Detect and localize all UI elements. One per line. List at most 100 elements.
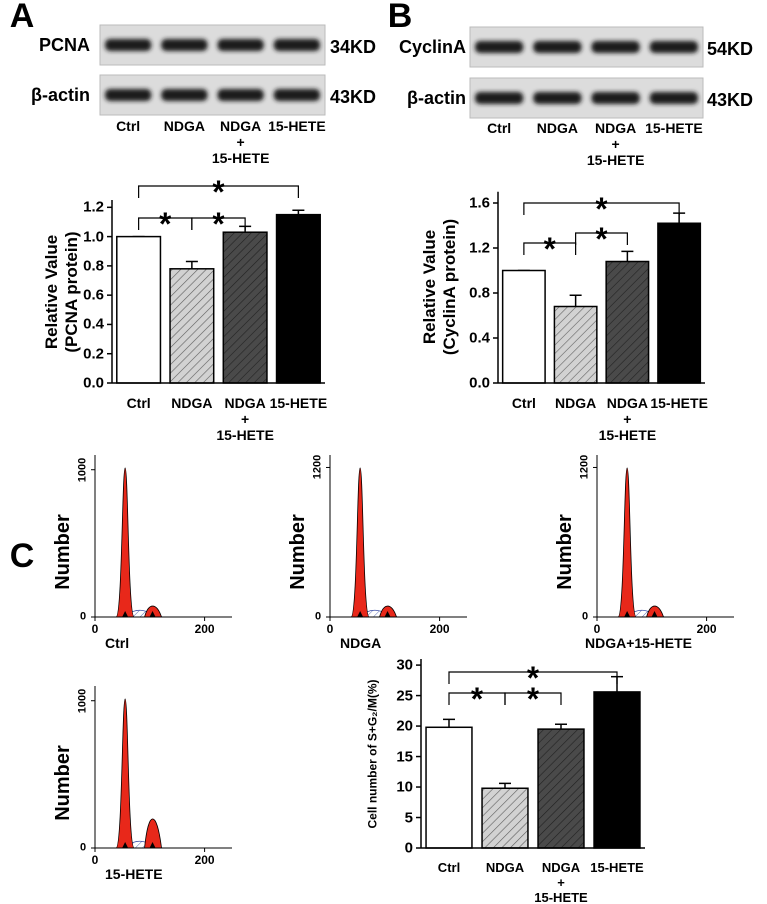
blot-band [161,89,208,101]
blot-band [273,89,320,101]
x-tick-label: 200 [429,622,450,636]
blot-band [475,92,524,104]
panel-label: C [9,537,35,575]
y-tick-label: 0 [581,610,589,623]
protein-label: PCNA [38,35,90,55]
blot-band [649,41,698,53]
significance-star: * [159,206,172,242]
y-axis-label: Number [52,745,74,821]
x-tick-label: NDGA [485,860,525,875]
y-tick-label: 5 [404,809,413,827]
x-tick-label: Ctrl [437,860,461,875]
y-tick-label: 1000 [76,457,89,482]
y-tick-label: 10 [396,778,413,796]
significance-bracket [191,217,246,230]
x-axis-label: NDGA [340,635,382,651]
x-tick-label: Ctrl [126,395,151,411]
protein-label: β-actin [407,88,466,108]
size-label: 34KD [330,37,377,57]
y-axis-label: Number [52,514,74,590]
lane-label: 15-HETE [645,120,703,136]
y-tick-label: 0.8 [469,284,490,302]
peak-marker [651,611,658,617]
blot-band [217,89,264,101]
bar [657,222,702,384]
bar [501,269,546,384]
bar [593,691,641,849]
y-axis-label: Number [554,514,576,590]
bar [116,235,162,384]
blot-band [533,41,582,53]
g1-peak [350,467,370,618]
y-tick-label: 1.2 [469,239,490,257]
size-label: 54KD [707,39,754,59]
significance-bracket [504,692,562,705]
x-tick-label: NDGA + 15-HETE [534,860,588,904]
x-tick-label: NDGA + 15-HETE [216,395,274,443]
blot-band [533,92,582,104]
size-label: 43KD [330,87,377,107]
significance-star: * [595,191,608,227]
y-tick-label: 0 [79,841,87,854]
y-tick-label: 0.0 [83,374,104,392]
peak-marker [384,611,391,617]
lane-label: NDGA [536,120,578,136]
blot-band [217,39,264,51]
blot-band [105,39,152,51]
x-tick-label: 200 [696,622,717,636]
peak-marker [357,611,364,617]
y-tick-label: 30 [396,656,413,674]
y-tick-label: 15 [396,748,413,766]
lane-label: Ctrl [116,118,141,134]
lane-label: NDGA [163,118,205,134]
y-tick-label: 0.4 [469,329,490,347]
x-tick-label: 200 [194,853,215,867]
y-axis-label: Relative Value (CyclinA protein) [420,219,459,356]
x-tick-label: 200 [194,622,215,636]
bar [222,231,268,384]
peak-marker [122,611,129,617]
y-tick-label: 0 [404,839,413,857]
significance-bracket [523,242,577,255]
peak-marker [149,842,156,848]
y-tick-label: 1.0 [83,228,104,246]
peak-marker [149,611,156,617]
bar [169,268,215,384]
size-label: 43KD [707,90,754,110]
x-tick-label: 0 [593,622,601,636]
y-tick-label: 1.6 [469,194,490,212]
significance-star: * [470,681,484,717]
significance-star: * [595,221,608,257]
x-tick-label: Ctrl [511,395,536,411]
x-tick-label: 15-HETE [269,395,328,411]
lane-label: Ctrl [487,120,512,136]
y-tick-label: 1200 [578,455,591,480]
y-tick-label: 0.8 [83,257,104,275]
blot-band [591,41,640,53]
bar [553,305,598,384]
lane-label: 15-HETE [268,118,326,134]
y-tick-label: 0 [314,610,322,623]
lane-label: NDGA + 15-HETE [586,120,645,168]
panel-label: A [9,0,35,35]
y-axis-label: Cell number of S+G₂/M(%) [365,678,380,829]
y-tick-label: 0.4 [83,315,104,333]
peak-marker [624,611,631,617]
y-tick-label: 1.2 [83,198,104,216]
x-tick-label: 0 [91,853,99,867]
y-tick-label: 1200 [311,455,324,480]
y-tick-label: 0 [79,610,87,623]
bar [605,260,650,384]
bar [425,726,473,849]
significance-bracket [138,185,299,198]
peak-marker [122,842,129,848]
significance-bracket [448,671,618,684]
significance-star: * [543,231,556,267]
significance-star: * [526,660,540,696]
g2-peak [144,818,162,849]
blot-band [591,92,640,104]
bar [481,787,529,849]
significance-star: * [526,681,540,717]
significance-star: * [212,174,225,210]
panel-label: B [387,0,413,35]
